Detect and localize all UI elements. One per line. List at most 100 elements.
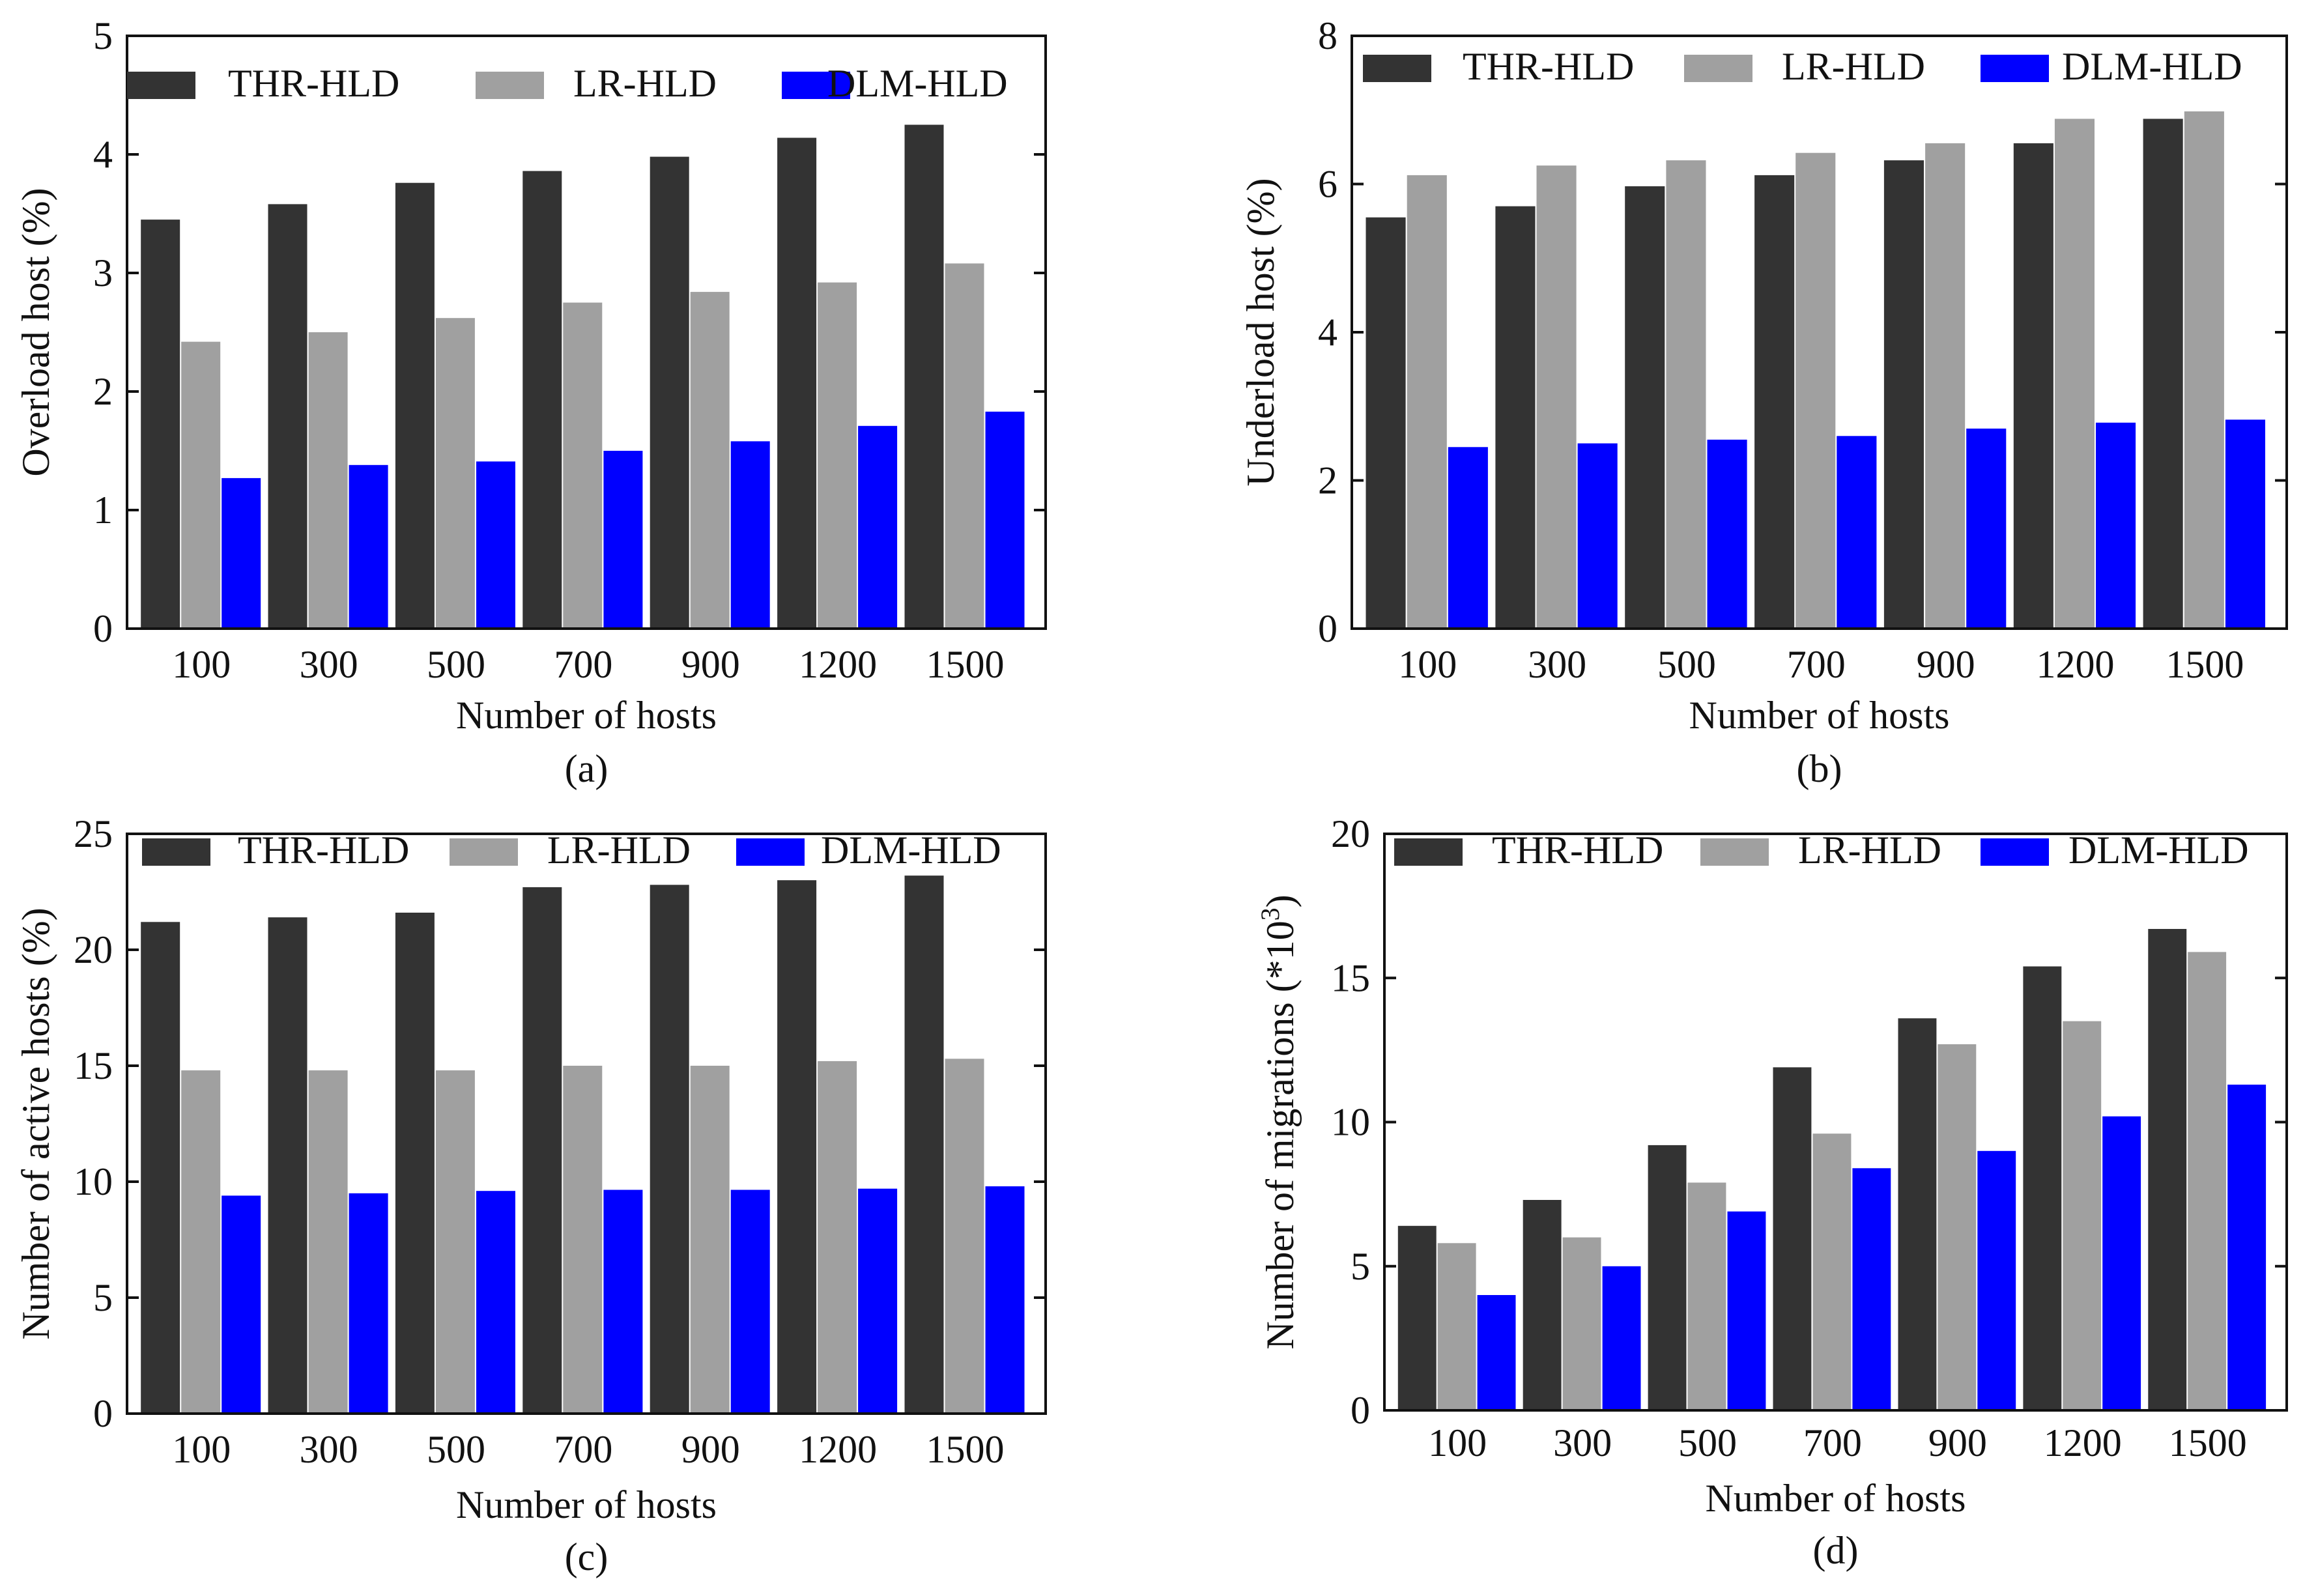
y-tick-label: 20 (74, 928, 113, 971)
bar-thr-hld-1500 (2143, 119, 2183, 629)
x-tick-label: 500 (1678, 1421, 1737, 1464)
bar-lr-hld-700 (1795, 152, 1836, 629)
x-tick-label: 1200 (799, 1428, 877, 1471)
bar-thr-hld-900 (650, 885, 689, 1414)
bar-lr-hld-100 (1437, 1243, 1476, 1410)
bar-lr-hld-1500 (945, 1059, 984, 1414)
bar-thr-hld-500 (1648, 1145, 1687, 1410)
bar-dlm-hld-900 (1966, 428, 2007, 629)
x-axis-label: Number of hosts (456, 694, 717, 737)
x-tick-label: 100 (1428, 1421, 1487, 1464)
bar-dlm-hld-100 (222, 1195, 261, 1414)
plot-frame (126, 35, 1047, 630)
legend-label-dlm-hld: DLM-HLD (821, 829, 1001, 872)
y-tick-label: 4 (1318, 311, 1337, 354)
bar-lr-hld-900 (690, 292, 730, 629)
plot-frame (126, 833, 1047, 1415)
bar-lr-hld-1500 (2184, 111, 2224, 629)
bar-dlm-hld-1500 (2227, 1085, 2267, 1410)
bar-lr-hld-100 (181, 341, 221, 629)
panel-caption: (d) (1813, 1529, 1859, 1572)
x-tick-label: 300 (300, 643, 358, 686)
chart-panel-4: 0 5 10 15 20 100 300 500 700 900 1200 1500 Number of… (1255, 812, 2288, 1572)
y-tick-label: 25 (74, 812, 113, 855)
panel-caption: (a) (565, 747, 608, 790)
x-tick-label: 700 (1803, 1421, 1862, 1464)
legend-swatch-dlm-hld (782, 72, 850, 99)
legend-label-dlm-hld: DLM-HLD (2062, 45, 2242, 88)
bar-dlm-hld-1200 (858, 1188, 898, 1414)
bar-dlm-hld-100 (1448, 447, 1488, 629)
bar-thr-hld-300 (268, 917, 308, 1414)
bar-thr-hld-500 (395, 182, 435, 629)
y-tick-label: 0 (93, 1392, 113, 1435)
y-axis-label: Number of migrations (*103) (1255, 894, 1302, 1349)
bar-dlm-hld-1200 (2096, 422, 2136, 629)
bar-thr-hld-1500 (904, 876, 944, 1414)
bar-lr-hld-100 (1407, 175, 1447, 629)
y-axis-label: Number of active hosts (%) (14, 907, 57, 1339)
y-tick-label: 5 (93, 1276, 113, 1319)
bar-dlm-hld-300 (349, 1193, 388, 1414)
y-tick-label: 5 (93, 14, 113, 57)
bar-lr-hld-300 (1536, 165, 1577, 629)
x-axis-label: Number of hosts (1706, 1477, 1966, 1520)
legend-label-lr-hld: LR-HLD (1782, 45, 1925, 88)
legend-swatch-thr-hld (1394, 838, 1463, 866)
y-tick-label: 15 (1331, 956, 1370, 999)
bar-dlm-hld-1500 (985, 1186, 1025, 1414)
bar-lr-hld-1500 (2188, 952, 2227, 1410)
x-axis-label: Number of hosts (456, 1483, 717, 1526)
bar-dlm-hld-700 (603, 1190, 643, 1414)
x-tick-label: 1200 (799, 643, 877, 686)
bar-thr-hld-100 (1366, 217, 1406, 629)
y-tick-label: 3 (93, 251, 113, 294)
legend-swatch-dlm-hld (1981, 838, 2049, 866)
bar-thr-hld-1200 (2013, 143, 2053, 629)
bar-lr-hld-900 (1925, 143, 1966, 629)
legend-swatch-lr-hld (1684, 55, 1752, 82)
bar-dlm-hld-500 (1727, 1211, 1766, 1410)
y-tick-label: 2 (1318, 459, 1337, 502)
bar-thr-hld-500 (395, 913, 435, 1414)
y-tick-label: 20 (1331, 812, 1370, 855)
x-tick-label: 900 (681, 643, 740, 686)
bar-lr-hld-300 (1562, 1237, 1601, 1410)
bar-lr-hld-300 (308, 332, 348, 629)
bar-dlm-hld-700 (1852, 1168, 1891, 1410)
bar-lr-hld-500 (1666, 160, 1706, 629)
legend-swatch-lr-hld (450, 838, 518, 866)
legend-label-thr-hld: THR-HLD (238, 829, 409, 872)
bar-dlm-hld-300 (1602, 1266, 1641, 1411)
x-tick-label: 900 (681, 1428, 740, 1471)
x-tick-label: 1500 (2166, 643, 2244, 686)
y-axis-label: Overload host (%) (14, 188, 57, 476)
y-tick-label: 4 (93, 133, 113, 176)
chart-panel-3: 0 5 10 15 20 25 100 300 500 700 900 1200 1500 Number … (14, 812, 1047, 1578)
legend-label-dlm-hld: DLM-HLD (2068, 829, 2249, 872)
legend-label-thr-hld: THR-HLD (1492, 829, 1663, 872)
x-tick-label: 100 (172, 643, 231, 686)
bar-thr-hld-1200 (2023, 966, 2062, 1410)
bar-dlm-hld-500 (476, 461, 515, 629)
bar-dlm-hld-900 (730, 441, 770, 629)
bar-thr-hld-1200 (777, 137, 817, 629)
bar-lr-hld-700 (563, 302, 603, 629)
legend-swatch-lr-hld (1700, 838, 1769, 866)
bar-dlm-hld-700 (603, 451, 643, 629)
bar-thr-hld-1500 (2148, 929, 2187, 1410)
bar-dlm-hld-100 (222, 477, 261, 629)
bar-lr-hld-300 (308, 1070, 348, 1414)
legend-label-dlm-hld: DLM-HLD (827, 62, 1008, 105)
legend-swatch-lr-hld (476, 72, 544, 99)
legend-label-lr-hld: LR-HLD (547, 829, 691, 872)
y-tick-label: 0 (1351, 1389, 1370, 1432)
bar-lr-hld-1200 (2063, 1021, 2102, 1410)
bar-lr-hld-700 (1812, 1133, 1852, 1410)
legend-label-lr-hld: LR-HLD (573, 62, 717, 105)
bar-lr-hld-100 (181, 1070, 221, 1414)
x-tick-label: 1500 (926, 1428, 1005, 1471)
bar-dlm-hld-500 (1707, 439, 1747, 629)
x-tick-label: 700 (554, 643, 612, 686)
